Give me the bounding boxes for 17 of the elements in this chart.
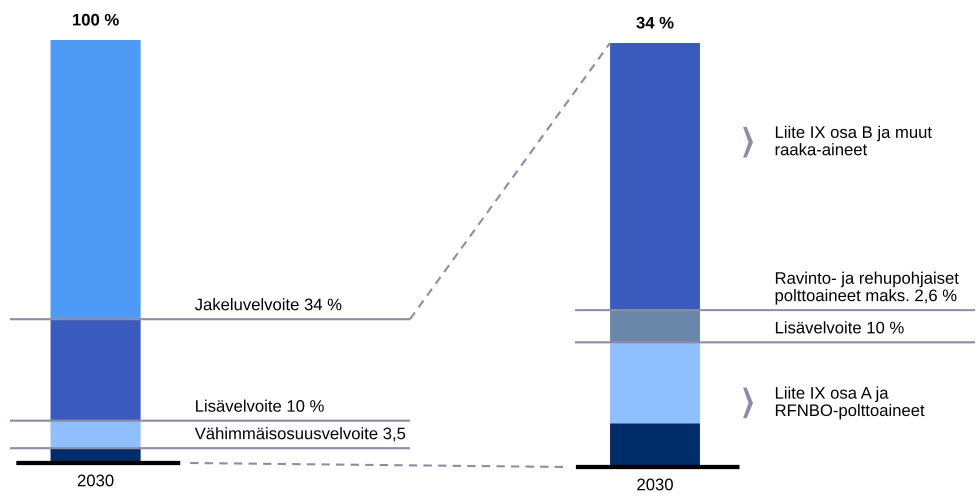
text: Liite IX osa B ja muut raaka-aineet (776, 126, 932, 156)
ref-line-label: Jakeluvelvoite 34 % (194, 298, 342, 310)
ref-line-label: Vähimmäisosuusvelvoite 3,5 (194, 427, 406, 442)
bar (610, 310, 700, 342)
x-tick-label: 2030 (637, 478, 673, 490)
bar (610, 342, 700, 424)
total-label: 100 % (73, 14, 119, 26)
bar (50, 40, 141, 320)
ref-line-label: Ravinto- ja rehupohjaiset polttoaineet maks. 2,6 % (776, 272, 959, 305)
bar (50, 420, 141, 448)
ref-line-label: Lisävelvoite 10 % (776, 321, 904, 334)
text: 34 % (636, 16, 674, 29)
text: Liite IX osa A ja RFNBO-polttoaineet (776, 386, 924, 420)
bar (610, 43, 700, 310)
x-tick-label: 2030 (78, 474, 114, 486)
ref-line-label: Lisävelvoite 10 % (196, 400, 324, 412)
bar (50, 319, 141, 421)
